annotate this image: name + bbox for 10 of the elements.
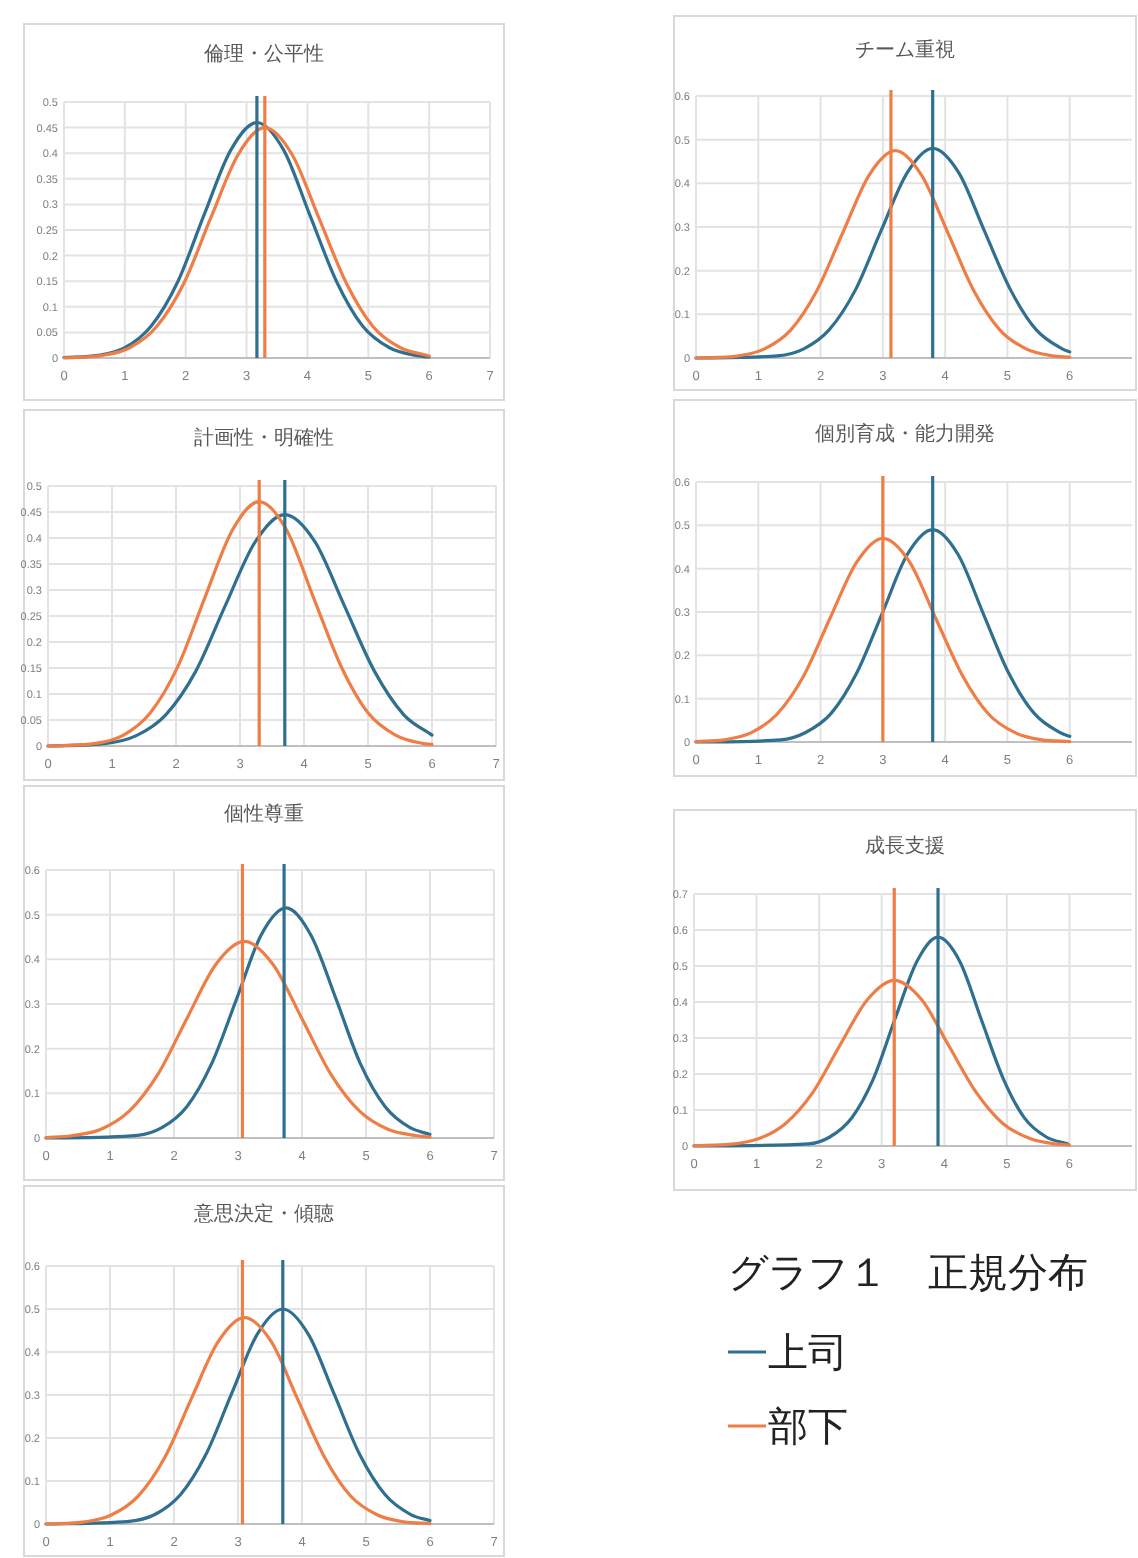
chart-title: 意思決定・傾聴 xyxy=(192,1202,334,1226)
chart-title: 倫理・公平性 xyxy=(204,42,324,66)
chart-title: チーム重視 xyxy=(855,38,955,62)
chart-title: 個別育成・能力開発 xyxy=(815,422,995,446)
chart-title: 成長支援 xyxy=(865,834,945,858)
legend-label: 部下 xyxy=(768,1406,848,1450)
chart-title: 個性尊重 xyxy=(224,802,304,826)
text: グラフ１ 正規分布 xyxy=(728,1252,1088,1296)
legend-label: 上司 xyxy=(768,1332,848,1376)
chart-title: 計画性・明確性 xyxy=(194,426,334,450)
